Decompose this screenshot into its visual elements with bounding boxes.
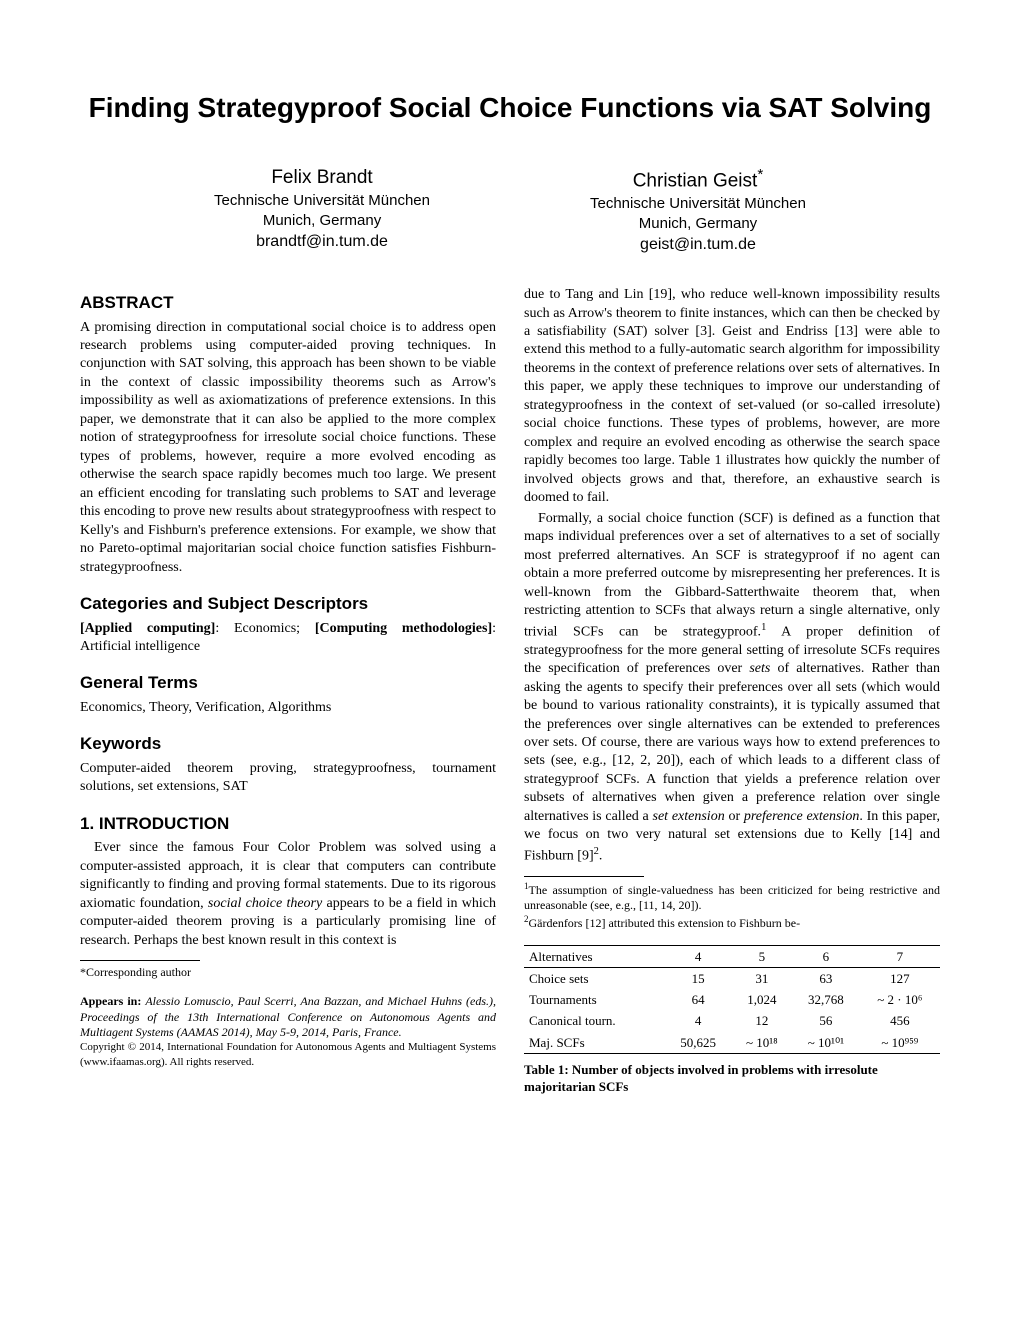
csd-text: [Applied computing]: Economics; [Computi… — [80, 620, 496, 657]
corresponding-footnote: *Corresponding author — [80, 965, 496, 980]
cell: Tournaments — [524, 989, 665, 1010]
csd-c: [Computing methodologies] — [315, 621, 492, 636]
abstract-text: A promising direction in computational s… — [80, 319, 496, 578]
table-header-row: Alternatives 4 5 6 7 — [524, 945, 940, 967]
footnote-1: 1The assumption of single-valuedness has… — [524, 881, 940, 914]
corresponding-star: * — [757, 166, 763, 183]
cell: Maj. SCFs — [524, 1032, 665, 1054]
cell: 31 — [731, 968, 792, 990]
two-column-body: ABSTRACT A promising direction in comput… — [80, 286, 940, 1095]
th-3: 6 — [792, 945, 859, 967]
table-row: Tournaments 64 1,024 32,768 ~ 2 · 10⁶ — [524, 989, 940, 1010]
appears-pre: Appears in: — [80, 994, 145, 1008]
author-1-email: brandtf@in.tum.de — [214, 231, 430, 253]
footnote-1-text: The assumption of single-valuedness has … — [524, 883, 940, 912]
table-row-bold: Maj. SCFs 50,625 ~ 10¹⁸ ~ 10¹⁰¹ ~ 10⁹⁵⁹ — [524, 1032, 940, 1054]
csd-a: [Applied computing] — [80, 621, 215, 636]
author-2-name: Christian Geist — [633, 170, 758, 191]
cell: Choice sets — [524, 968, 665, 990]
footnote-2-text: Gärdenfors [12] attributed this extensio… — [529, 916, 801, 930]
cell: 12 — [731, 1010, 792, 1031]
cell: ~ 10⁹⁵⁹ — [860, 1032, 940, 1054]
cell: 127 — [860, 968, 940, 990]
kw-heading: Keywords — [80, 733, 496, 755]
right-p1: due to Tang and Lin [19], who reduce wel… — [524, 286, 940, 508]
author-2: Christian Geist* Technische Universität … — [590, 165, 806, 256]
cell: 56 — [792, 1010, 859, 1031]
csd-heading: Categories and Subject Descriptors — [80, 593, 496, 615]
csd-b: : Economics; — [215, 621, 314, 636]
cell: 64 — [665, 989, 732, 1010]
intro-heading: 1. INTRODUCTION — [80, 813, 496, 835]
table-1-caption: Table 1: Number of objects involved in p… — [524, 1062, 940, 1096]
abstract-heading: ABSTRACT — [80, 292, 496, 314]
author-1: Felix Brandt Technische Universität Münc… — [214, 165, 430, 256]
cell: ~ 10¹⁸ — [731, 1032, 792, 1054]
table-1: Alternatives 4 5 6 7 Choice sets 15 31 6… — [524, 945, 940, 1054]
cell: Canonical tourn. — [524, 1010, 665, 1031]
cell: 4 — [665, 1010, 732, 1031]
th-2: 5 — [731, 945, 792, 967]
gt-heading: General Terms — [80, 672, 496, 694]
cell: ~ 10¹⁰¹ — [792, 1032, 859, 1054]
author-2-city: Munich, Germany — [590, 214, 806, 234]
th-0: Alternatives — [524, 945, 665, 967]
author-1-affil: Technische Universität München — [214, 191, 430, 211]
th-1: 4 — [665, 945, 732, 967]
authors-row: Felix Brandt Technische Universität Münc… — [80, 165, 940, 256]
table-row: Choice sets 15 31 63 127 — [524, 968, 940, 990]
th-4: 7 — [860, 945, 940, 967]
author-1-city: Munich, Germany — [214, 211, 430, 231]
author-2-email: geist@in.tum.de — [590, 234, 806, 256]
right-column: due to Tang and Lin [19], who reduce wel… — [524, 286, 940, 1095]
gt-text: Economics, Theory, Verification, Algorit… — [80, 699, 496, 717]
cell: 63 — [792, 968, 859, 990]
author-1-name: Felix Brandt — [271, 167, 372, 188]
cell: 456 — [860, 1010, 940, 1031]
left-column: ABSTRACT A promising direction in comput… — [80, 286, 496, 1095]
footnote-rule-left — [80, 960, 200, 961]
right-p2: Formally, a social choice function (SCF)… — [524, 510, 940, 866]
cell: 1,024 — [731, 989, 792, 1010]
cell: 50,625 — [665, 1032, 732, 1054]
author-2-affil: Technische Universität München — [590, 194, 806, 214]
appears-in: Appears in: Alessio Lomuscio, Paul Scerr… — [80, 994, 496, 1040]
footnote-2: 2Gärdenfors [12] attributed this extensi… — [524, 914, 940, 931]
cell: 15 — [665, 968, 732, 990]
copyright-text: Copyright © 2014, International Foundati… — [80, 1040, 496, 1069]
kw-text: Computer-aided theorem proving, strategy… — [80, 760, 496, 797]
page: Finding Strategyproof Social Choice Func… — [0, 0, 1020, 1320]
cell: 32,768 — [792, 989, 859, 1010]
cell: ~ 2 · 10⁶ — [860, 989, 940, 1010]
footnote-rule-right — [524, 876, 644, 877]
paper-title: Finding Strategyproof Social Choice Func… — [80, 90, 940, 125]
intro-p1: Ever since the famous Four Color Problem… — [80, 839, 496, 950]
table-row: Canonical tourn. 4 12 56 456 — [524, 1010, 940, 1031]
